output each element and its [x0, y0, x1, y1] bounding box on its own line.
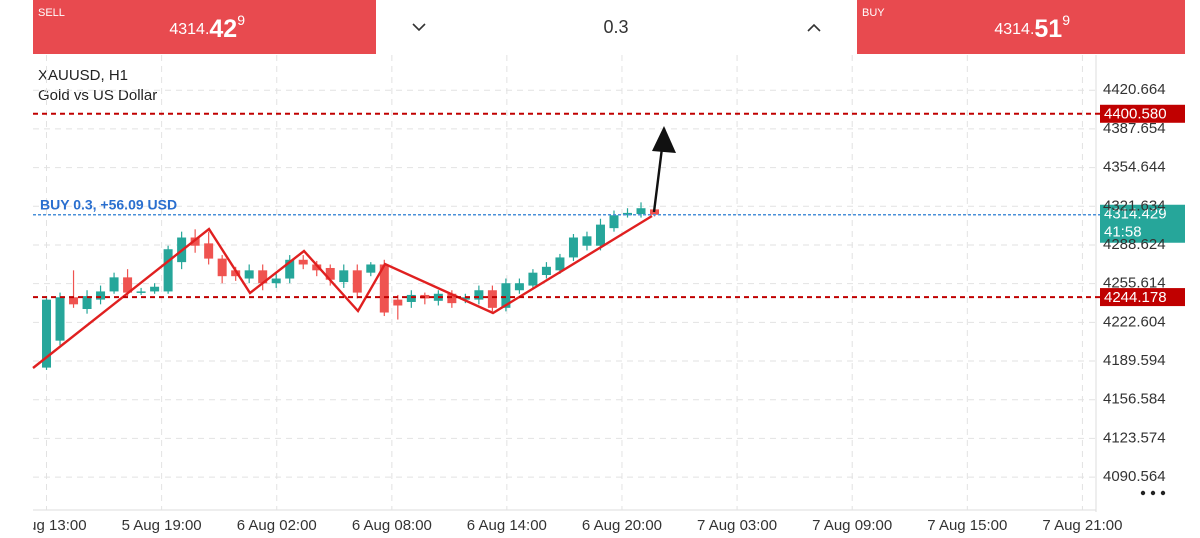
buy-button[interactable]: [857, 0, 1185, 54]
candle-body: [258, 270, 268, 284]
candle-body: [231, 270, 241, 277]
current-price-label: 4314.429: [1104, 206, 1167, 223]
plot: 5 Aug 13:00 5 Aug 19:00 6 Aug 02:00 6 Aug 0…: [6, 55, 1122, 534]
candle-body: [366, 264, 376, 273]
candle-body: [123, 277, 133, 293]
level-label: 4400.580: [1104, 106, 1167, 123]
candle-body: [190, 237, 200, 246]
y-tick-label: 4420.664: [1103, 81, 1166, 98]
y-tick-label: 4123.574: [1103, 429, 1166, 446]
candle-body: [204, 243, 214, 259]
level-label: 4244.178: [1104, 289, 1167, 306]
candle-body: [136, 291, 146, 293]
price-main: 4314.: [169, 21, 209, 38]
x-tick-label: 5 Aug 13:00: [6, 517, 86, 534]
candle-body: [541, 266, 551, 276]
arrow-shaft: [652, 147, 664, 213]
candle-body: [217, 258, 227, 277]
sell-button[interactable]: [33, 0, 376, 54]
sell-label: SELL: [38, 7, 65, 19]
sell-price: 4314.429: [169, 12, 245, 43]
chart-title: XAUUSD, H1: [38, 67, 128, 84]
level-tag: [1100, 288, 1185, 307]
more-menu[interactable]: [1150, 490, 1156, 496]
candle-body: [96, 291, 106, 300]
candle-body: [379, 264, 389, 313]
candle-body: [82, 296, 92, 310]
candle-body: [528, 272, 538, 286]
candle-body: [271, 278, 281, 284]
candle-body: [636, 208, 646, 215]
volume-box[interactable]: [377, 0, 856, 54]
candle-body: [501, 283, 511, 308]
candle-body: [623, 212, 633, 216]
candle-body: [393, 299, 403, 306]
level-tag: [1100, 104, 1185, 123]
price-big: 51: [1034, 15, 1062, 43]
y-tick-label: 4354.644: [1103, 159, 1166, 176]
price-pip: 9: [1062, 12, 1070, 28]
candle-body: [163, 249, 173, 292]
volume-value[interactable]: 0.3: [603, 17, 628, 37]
decrease-volume[interactable]: [412, 23, 426, 32]
candle-body: [514, 283, 524, 291]
candle-body: [650, 209, 660, 215]
x-tick-label: 7 Aug 21:00: [1042, 517, 1122, 534]
x-tick-label: 7 Aug 09:00: [812, 517, 892, 534]
candle-body: [555, 257, 565, 271]
x-tick-label: 5 Aug 19:00: [122, 517, 202, 534]
increase-volume[interactable]: [807, 23, 821, 32]
candle-body: [474, 290, 484, 300]
current-price-tag: [1100, 204, 1185, 243]
more-menu[interactable]: [1140, 490, 1146, 496]
y-tick-label: 4255.614: [1103, 275, 1166, 292]
price-big: 42: [209, 15, 237, 43]
arrow-head: [652, 126, 676, 153]
y-tick-label: 4288.624: [1103, 236, 1166, 253]
candle-body: [285, 259, 295, 279]
more-menu[interactable]: [1160, 490, 1166, 496]
candle-body: [325, 267, 335, 280]
candle-body: [406, 294, 416, 302]
candle-body: [55, 297, 65, 341]
candle-body: [352, 270, 362, 293]
candle-body: [150, 286, 160, 292]
y-tick-label: 4222.604: [1103, 313, 1166, 330]
candle-body: [339, 270, 349, 283]
candle-body: [595, 224, 605, 246]
candle-body: [487, 290, 497, 308]
candle-timer: 41:58: [1104, 224, 1142, 241]
x-tick-label: 6 Aug 02:00: [237, 517, 317, 534]
position-label: BUY 0.3, +56.09 USD: [40, 196, 177, 212]
candle-body: [298, 259, 308, 265]
y-tick-label: 4321.634: [1103, 197, 1166, 214]
candle-body: [460, 297, 470, 300]
buy-label: BUY: [862, 7, 885, 19]
price-main: 4314.: [994, 21, 1034, 38]
price-pip: 9: [237, 12, 245, 28]
buy-price: 4314.519: [994, 12, 1070, 43]
candle-body: [244, 270, 254, 279]
candle-body: [568, 237, 578, 258]
candle-body: [109, 277, 119, 292]
x-tick-label: 7 Aug 03:00: [697, 517, 777, 534]
x-tick-label: 6 Aug 14:00: [467, 517, 547, 534]
candle-body: [447, 293, 457, 304]
y-tick-label: 4387.654: [1103, 120, 1166, 137]
trend-drawing: [32, 214, 653, 369]
y-tick-label: 4156.584: [1103, 391, 1166, 408]
x-tick-label: 7 Aug 15:00: [927, 517, 1007, 534]
x-tick-label: 6 Aug 08:00: [352, 517, 432, 534]
y-tick-label: 4189.594: [1103, 352, 1166, 369]
x-tick-label: 6 Aug 20:00: [582, 517, 662, 534]
candle-body: [609, 215, 619, 229]
candle-body: [69, 297, 79, 305]
y-tick-label: 4090.564: [1103, 468, 1166, 485]
chart-subtitle: Gold vs US Dollar: [38, 87, 157, 104]
candle-body: [582, 236, 592, 246]
candle-body: [42, 299, 52, 368]
candle-body: [312, 264, 322, 271]
overlays: 4400.580 4244.178 BUY 0.3, +56.09 USD 4314.…: [32, 104, 1185, 369]
